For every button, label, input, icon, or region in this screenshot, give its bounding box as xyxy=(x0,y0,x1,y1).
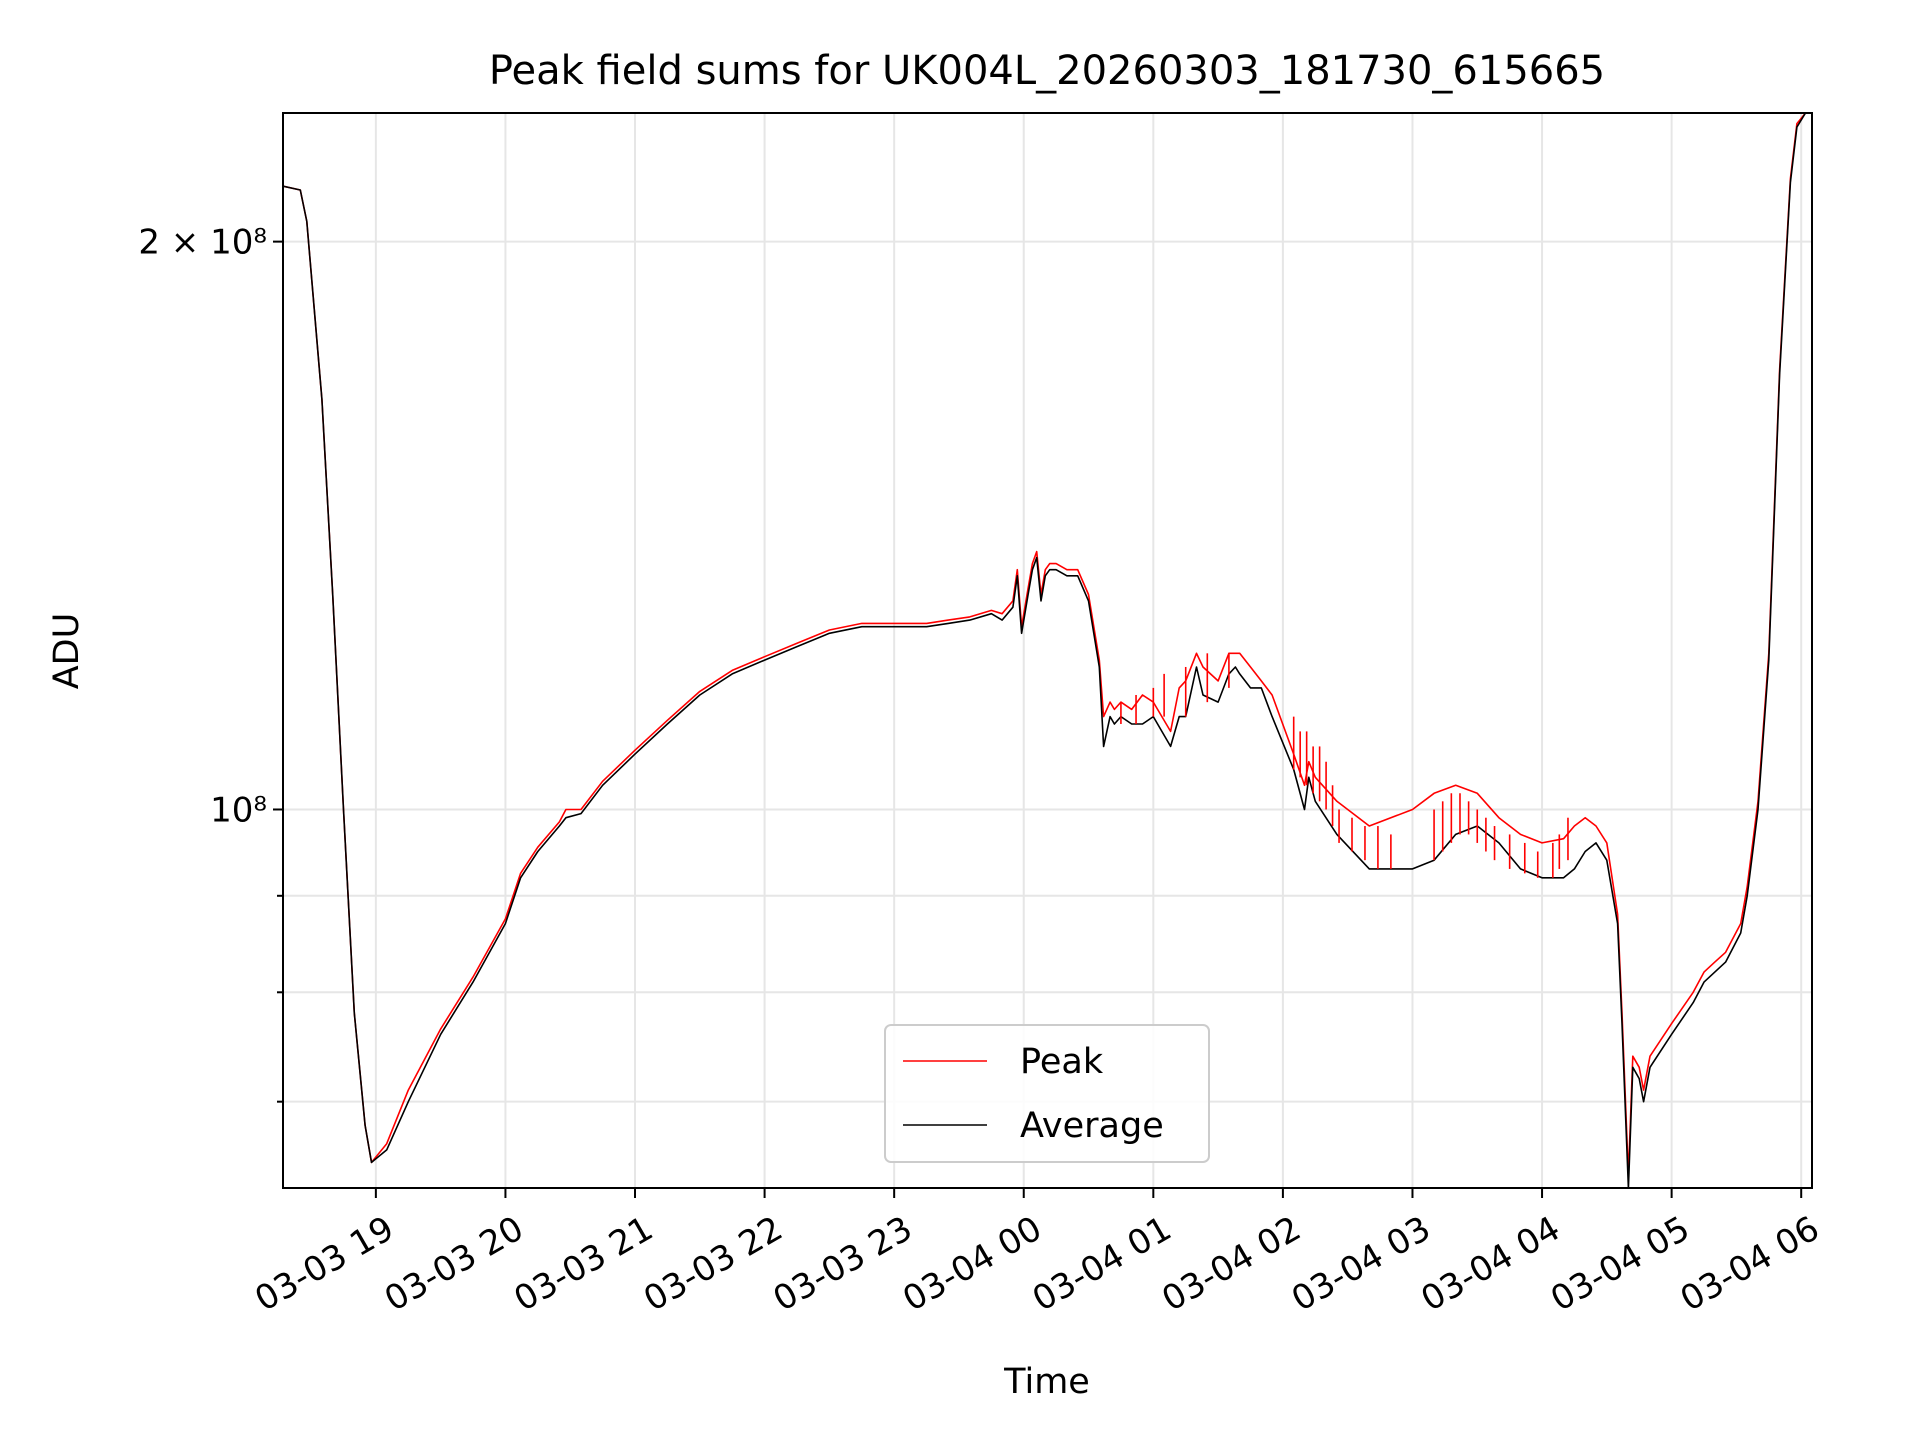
legend-box xyxy=(884,1024,1210,1163)
axes-frame xyxy=(282,112,1813,1189)
legend-label-average: Average xyxy=(1020,1106,1164,1146)
legend-label-peak: Peak xyxy=(1020,1042,1104,1082)
y-tick-label: 10⁸ xyxy=(210,790,267,830)
legend: Peak Average xyxy=(884,1024,1210,1163)
y-axis-label: ADU xyxy=(47,613,87,690)
plot-series xyxy=(283,113,1812,1188)
y-tick-label: 2 × 10⁸ xyxy=(138,223,267,263)
grid-lines xyxy=(283,113,1812,1188)
chart-title: Peak field sums for UK004L_20260303_1817… xyxy=(489,48,1605,94)
plot-area xyxy=(283,113,1812,1188)
x-axis-label: Time xyxy=(1003,1362,1090,1402)
series-line-average xyxy=(283,113,1812,1188)
